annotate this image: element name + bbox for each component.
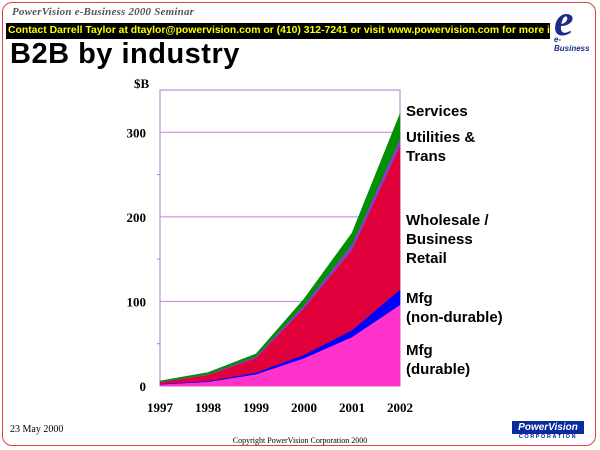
slide-title: B2B by industry: [10, 38, 240, 70]
y-tick-label: 100: [127, 294, 147, 309]
series-label-line: Retail: [406, 250, 447, 267]
series-label-line: (durable): [406, 361, 471, 378]
series-label-nondurable: Mfg (non-durable): [406, 289, 503, 327]
e-business-logo: e e-Business: [548, 0, 596, 53]
slide-frame: [2, 2, 596, 446]
x-tick-label: 1999: [243, 400, 270, 415]
series-label-line: Mfg: [406, 342, 433, 359]
x-tick-label: 1997: [147, 400, 174, 415]
powervision-logo: PowerVision CORPORATION: [512, 421, 584, 441]
series-label-durable: Mfg (durable): [406, 341, 470, 379]
series-label-line: Services: [406, 103, 468, 120]
x-tick-label: 2001: [339, 400, 365, 415]
e-logo-icon: e: [554, 0, 574, 45]
slide-date: 23 May 2000: [10, 424, 64, 435]
series-label-line: Mfg: [406, 290, 433, 307]
y-tick-label: 0: [140, 379, 147, 394]
y-tick-label: 200: [127, 210, 147, 225]
y-tick-label: 300: [127, 125, 147, 140]
powervision-logo-text: PowerVision: [512, 421, 584, 434]
y-axis-label: $B: [134, 76, 150, 91]
area-services: [159, 113, 401, 383]
series-label-line: Utilities &: [406, 129, 476, 146]
x-tick-label: 2002: [387, 400, 413, 415]
series-label-wholesale: Wholesale / Business Retail: [406, 211, 489, 268]
series-label-line: (non-durable): [406, 309, 503, 326]
series-label-line: Trans: [406, 148, 447, 165]
area-layer: [159, 113, 401, 387]
contact-banner[interactable]: Contact Darrell Taylor at dtaylor@powerv…: [6, 23, 550, 39]
x-tick-label: 2000: [291, 400, 317, 415]
series-label-line: Wholesale /: [406, 212, 489, 229]
axis-layer: 0 100 200 300 1997 1998 1999 2000 2001 2002: [127, 125, 414, 415]
powervision-logo-subtext: CORPORATION: [518, 434, 578, 440]
series-label-line: Business: [406, 231, 473, 248]
series-label-utilities: Utilities & Trans: [406, 128, 475, 166]
x-tick-label: 1998: [195, 400, 222, 415]
e-business-caption: e-Business: [554, 35, 590, 53]
copyright-notice: Copyright PowerVision Corporation 2000: [232, 436, 368, 445]
seminar-title: PowerVision e-Business 2000 Seminar: [12, 6, 195, 18]
series-label-services: Services: [406, 102, 468, 121]
